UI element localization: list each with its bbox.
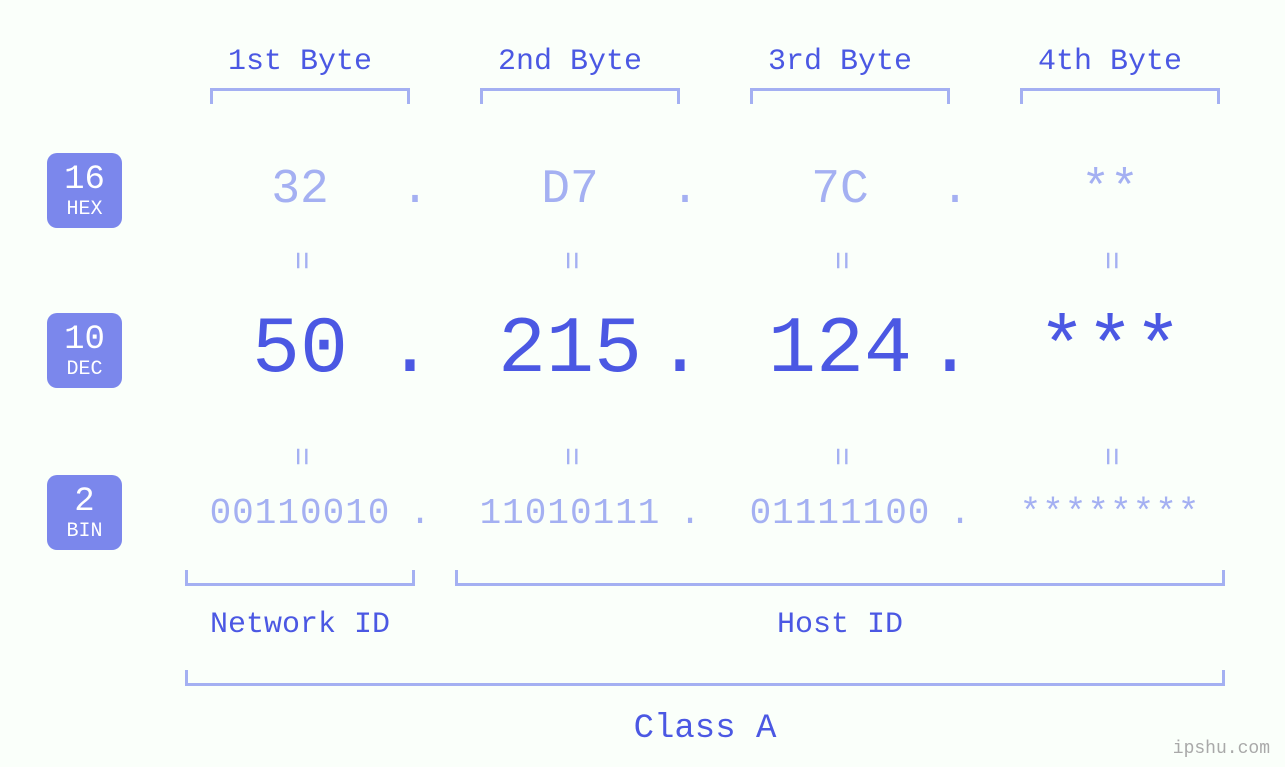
dec-dot-1: . <box>380 305 440 396</box>
network-id-label: Network ID <box>185 608 415 642</box>
bin-byte-2: 11010111 <box>435 493 705 534</box>
network-bracket <box>185 570 415 586</box>
class-bracket <box>185 670 1225 686</box>
watermark: ipshu.com <box>1173 739 1270 759</box>
top-bracket-3 <box>750 88 950 104</box>
badge-bin: 2 BIN <box>47 475 122 550</box>
bin-byte-1: 00110010 <box>165 493 435 534</box>
top-bracket-1 <box>210 88 410 104</box>
eq-dec-bin-3: = <box>822 322 859 592</box>
bin-dot-3: . <box>940 493 980 534</box>
top-bracket-4 <box>1020 88 1220 104</box>
hex-dot-3: . <box>930 163 980 217</box>
byte-header-2: 2nd Byte <box>435 45 705 79</box>
hex-dot-1: . <box>390 163 440 217</box>
eq-dec-bin-2: = <box>552 322 589 592</box>
byte-header-1: 1st Byte <box>165 45 435 79</box>
byte-header-3: 3rd Byte <box>705 45 975 79</box>
badge-hex-lbl: HEX <box>47 199 122 220</box>
dec-dot-2: . <box>650 305 710 396</box>
badge-bin-num: 2 <box>47 485 122 521</box>
bin-dot-2: . <box>670 493 710 534</box>
badge-hex: 16 HEX <box>47 153 122 228</box>
dec-dot-3: . <box>920 305 980 396</box>
byte-header-4: 4th Byte <box>975 45 1245 79</box>
bin-byte-4: ******** <box>975 493 1245 534</box>
eq-dec-bin-1: = <box>282 322 319 592</box>
hex-dot-2: . <box>660 163 710 217</box>
top-bracket-2 <box>480 88 680 104</box>
badge-dec-lbl: DEC <box>47 359 122 380</box>
badge-dec: 10 DEC <box>47 313 122 388</box>
bin-dot-1: . <box>400 493 440 534</box>
host-id-label: Host ID <box>455 608 1225 642</box>
host-bracket <box>455 570 1225 586</box>
badge-hex-num: 16 <box>47 163 122 199</box>
badge-dec-num: 10 <box>47 323 122 359</box>
class-label: Class A <box>185 710 1225 748</box>
eq-dec-bin-4: = <box>1092 322 1129 592</box>
bin-byte-3: 01111100 <box>705 493 975 534</box>
badge-bin-lbl: BIN <box>47 521 122 542</box>
